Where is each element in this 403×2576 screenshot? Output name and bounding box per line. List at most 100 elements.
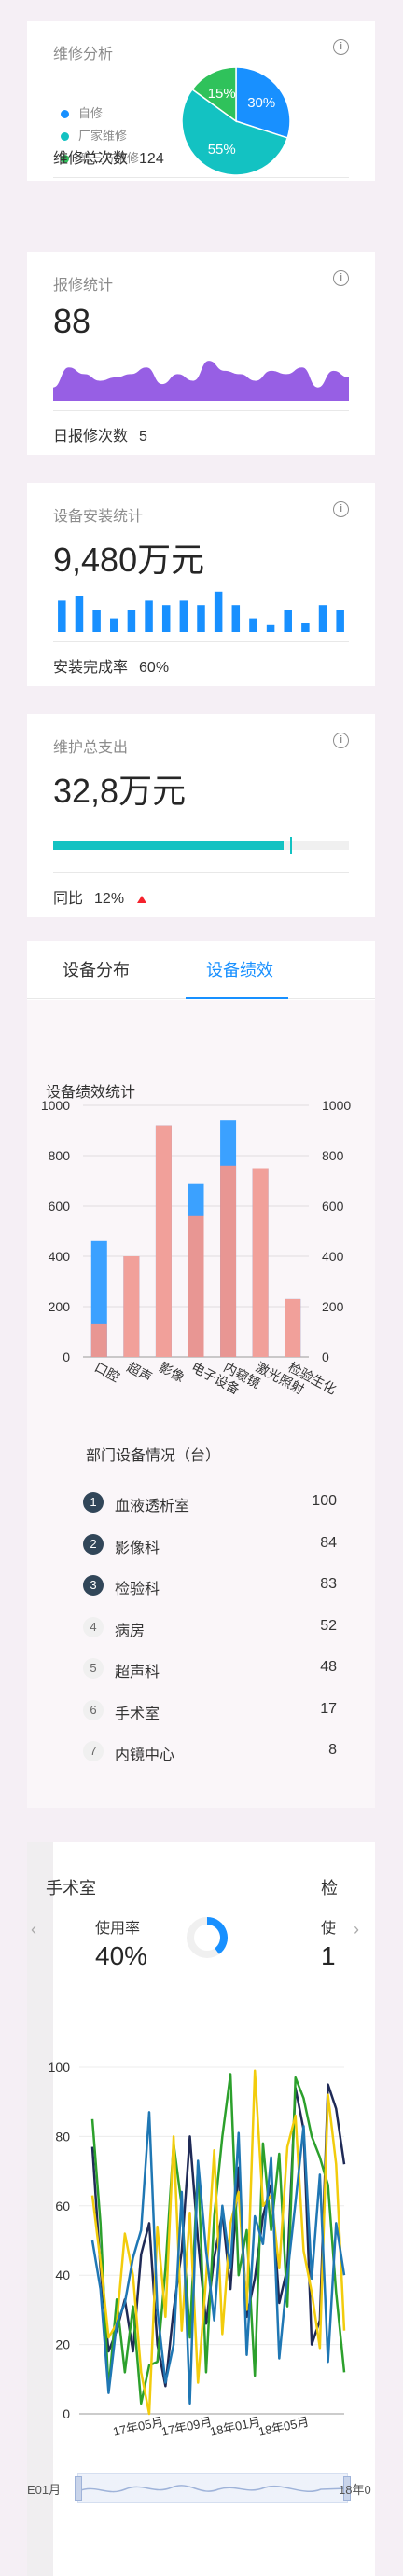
- rank-value: 52: [320, 1617, 337, 1634]
- tab-device-performance[interactable]: 设备绩效: [206, 961, 273, 980]
- y-tick-label: 0: [63, 2406, 70, 2421]
- y-tick-label-right: 800: [322, 1148, 344, 1163]
- perf-bar-pink: [188, 1215, 204, 1357]
- divider: [53, 177, 349, 178]
- repair-total: 维修总次数 124: [53, 151, 164, 167]
- usage-ring-chart: [187, 1917, 228, 1958]
- info-icon[interactable]: i: [333, 501, 349, 517]
- yoy-compare: 同比 12%: [53, 885, 147, 908]
- usage-rate-label: 使用率: [95, 1921, 141, 1937]
- line-series-yellow: [90, 2069, 346, 2416]
- rank-badge: 5: [83, 1658, 104, 1679]
- next-arrow-icon[interactable]: ›: [354, 1920, 359, 1939]
- rank-name: 超声科: [115, 1665, 160, 1680]
- rank-row: 7 内镜中心 8: [83, 1731, 337, 1768]
- y-tick-label-right: 200: [322, 1299, 344, 1314]
- perf-bar-pink: [123, 1256, 140, 1357]
- info-icon[interactable]: i: [333, 39, 349, 55]
- y-tick-label-left: 800: [49, 1148, 71, 1163]
- report-area-chart: [53, 361, 349, 401]
- tab-active-indicator: [186, 997, 288, 999]
- tab-device-distribution[interactable]: 设备分布: [63, 961, 130, 980]
- install-bar: [231, 605, 241, 632]
- perf-bar-pink: [155, 1125, 172, 1357]
- rank-row: 3 检验科 83: [83, 1565, 337, 1602]
- zoom-slider[interactable]: [75, 2473, 351, 2503]
- install-stats-title: 设备安装统计: [53, 509, 144, 525]
- pie-slice-label: 30%: [247, 95, 275, 111]
- install-bar: [145, 600, 153, 632]
- usage-card: 手术室 检 ‹ › 使用率 40% 使 1 0 20 40 60 80 100 17年05…: [27, 1842, 375, 2576]
- divider: [53, 872, 349, 873]
- progress-track: [53, 837, 349, 854]
- rank-badge: 7: [83, 1741, 104, 1761]
- install-bar: [179, 600, 188, 632]
- rank-value: 100: [312, 1493, 337, 1509]
- perf-bar-pink: [252, 1168, 269, 1357]
- rank-name: 检验科: [115, 1582, 160, 1597]
- x-tick-label: 18年05月: [257, 2415, 311, 2439]
- next-value-peek: 1: [321, 1941, 336, 1970]
- zoom-slider-preview: [77, 2485, 348, 2493]
- legend-item-self-repair: 自修: [61, 103, 103, 121]
- pie-slice: [181, 88, 289, 176]
- y-tick-label-left: 400: [49, 1249, 71, 1264]
- x-tick-label: 17年09月: [160, 2415, 214, 2439]
- carousel-prev-area: [27, 1842, 53, 2576]
- legend-item-third-party: 第三方维修: [61, 148, 139, 166]
- x-category-label: 超声: [124, 1360, 154, 1385]
- pie-slice-label: 55%: [208, 142, 236, 158]
- performance-bar-chart: 0 0 200 200 400 400 600 600 800 800 1000 1000 口腔 超声 影像…: [41, 1098, 352, 1397]
- install-bar: [75, 596, 84, 632]
- perf-bar-pink: [285, 1298, 301, 1357]
- y-tick-label-left: 1000: [41, 1098, 70, 1113]
- repair-analysis-card: 维修分析 i 自修 厂家维修 第三方维修 30% 55% 15%: [27, 21, 375, 181]
- rank-row: 2 影像科 84: [83, 1524, 337, 1561]
- install-stats-card: 设备安装统计 i 9,480万元 安装完成率 60%: [27, 483, 375, 686]
- perf-bar-pink: [220, 1165, 237, 1357]
- tab-bar: 设备分布 设备绩效: [27, 941, 375, 999]
- usage-dept-name: 手术室: [46, 1879, 96, 1898]
- maintenance-amount: 32,8万元: [53, 772, 187, 810]
- pie-slice-label: 15%: [208, 86, 236, 102]
- y-tick-label-right: 600: [322, 1199, 344, 1213]
- perf-bar-pink: [90, 1323, 107, 1357]
- install-bar: [127, 610, 136, 632]
- next-label-peek: 使: [321, 1921, 337, 1937]
- progress-fill: [53, 841, 285, 850]
- divider: [53, 641, 349, 642]
- prev-arrow-icon[interactable]: ‹: [31, 1920, 36, 1939]
- install-bar: [301, 623, 310, 632]
- install-bar-chart: [58, 591, 344, 632]
- area-series: [53, 361, 349, 401]
- report-count: 88: [53, 302, 91, 340]
- install-bar: [110, 618, 118, 632]
- install-bar: [266, 624, 275, 632]
- progress-target-marker: [289, 837, 292, 854]
- y-tick-label-left: 200: [49, 1299, 71, 1314]
- rank-value: 84: [320, 1534, 337, 1551]
- rank-value: 48: [320, 1659, 337, 1675]
- usage-rate-value: 40%: [95, 1941, 148, 1970]
- zoom-handle-right[interactable]: [343, 2476, 351, 2501]
- zoom-end-label: 18年0: [339, 2483, 371, 2497]
- y-tick-label-left: 0: [63, 1350, 70, 1364]
- rank-badge: 2: [83, 1533, 104, 1555]
- pie-slice: [191, 66, 237, 123]
- install-bar: [214, 591, 223, 632]
- rank-row: 6 手术室 17: [83, 1690, 337, 1727]
- install-amount: 9,480万元: [53, 541, 205, 579]
- install-bar: [161, 605, 171, 632]
- x-tick-label: 18年01月: [209, 2415, 262, 2439]
- zoom-handle-left[interactable]: [75, 2476, 82, 2501]
- rank-value: 17: [320, 1700, 337, 1717]
- install-bar: [92, 610, 101, 632]
- rank-row: 1 血液透析室 100: [83, 1482, 337, 1519]
- rank-name: 影像科: [115, 1540, 160, 1556]
- info-icon[interactable]: i: [333, 733, 349, 748]
- rank-name: 手术室: [115, 1706, 160, 1722]
- rank-badge: 4: [83, 1616, 104, 1637]
- info-icon[interactable]: i: [333, 270, 349, 286]
- install-completion: 安装完成率 60%: [53, 660, 170, 676]
- rank-name: 内镜中心: [115, 1747, 175, 1763]
